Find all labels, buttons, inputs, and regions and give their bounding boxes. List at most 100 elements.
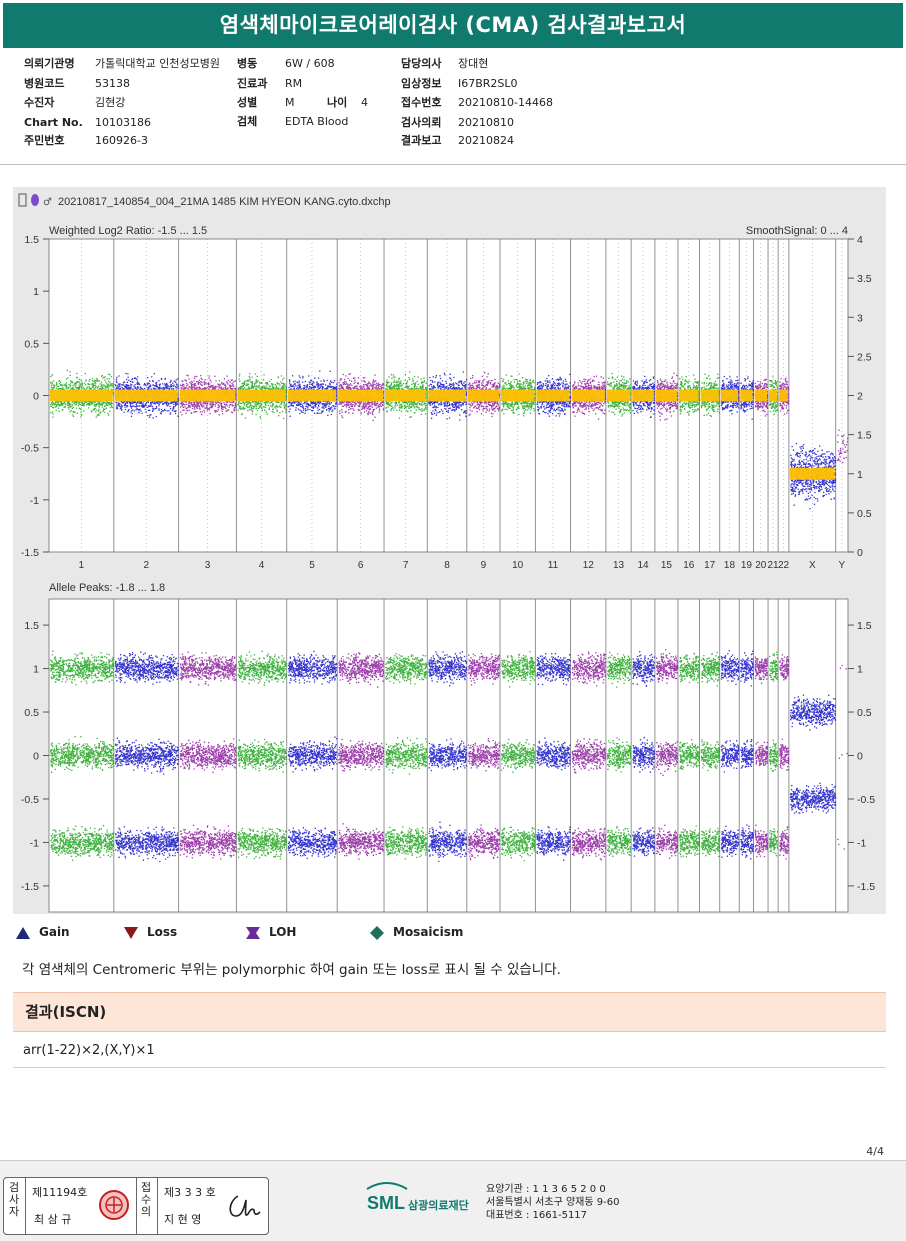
allele-peak-points — [655, 649, 679, 859]
y-tick-label: 1 — [33, 286, 39, 298]
info-key: Chart No. — [24, 116, 83, 129]
signature-icon — [229, 1195, 261, 1217]
smooth-signal-band — [114, 389, 178, 402]
divider — [0, 164, 906, 165]
receiver-label: 접수의 — [140, 1181, 152, 1218]
allele-peak-points — [338, 652, 385, 860]
panel-title: Allele Peaks: -1.8 ... 1.8 — [49, 582, 165, 594]
chromosome-label: 5 — [309, 560, 315, 571]
divider — [157, 1178, 158, 1234]
y-tick-label: -0.5 — [21, 443, 39, 455]
legend-item: LOH — [245, 922, 296, 942]
log2-points — [836, 429, 849, 464]
org-address: 요양기관 : 1 1 3 6 5 2 0 0 서울특별시 서초구 양재동 9-6… — [486, 1183, 619, 1222]
sml-logo: SML — [366, 1182, 408, 1213]
y-tick-label-right: 0 — [857, 547, 863, 559]
allele-peak-points — [467, 652, 501, 861]
info-value: I67BR2SL0 — [458, 77, 518, 90]
smooth-signal-band — [632, 389, 654, 402]
info-value: RM — [285, 77, 303, 90]
chromosome-label: 12 — [583, 560, 595, 571]
chromosome-label: 20 — [755, 560, 767, 571]
y-tick-label-right: 0.5 — [857, 508, 872, 520]
chromosome-label: Y — [839, 560, 846, 571]
y-tick-label: -0.5 — [21, 794, 39, 806]
chromosome-label: 1 — [79, 560, 85, 571]
panel-right-title: SmoothSignal: 0 ... 4 — [746, 225, 848, 237]
info-key: 담당의사 — [401, 57, 442, 70]
reviewer-name: 최 삼 규 — [34, 1213, 72, 1226]
info-key: 나이 — [327, 96, 348, 109]
chromosome-label: X — [809, 560, 816, 571]
chromosome-label: 3 — [205, 560, 211, 571]
info-key: 주민번호 — [24, 134, 65, 147]
smooth-signal-band — [428, 389, 466, 402]
info-row: 의뢰기관명 가톨릭대학교 인천성모병원 — [24, 55, 220, 73]
info-value: EDTA Blood — [285, 115, 349, 128]
info-value: 53138 — [95, 77, 130, 90]
info-key: 성별 — [237, 96, 258, 109]
chromosome-label: 16 — [683, 560, 695, 571]
info-value: 장대현 — [458, 57, 489, 70]
y-tick-label-right: 0 — [857, 751, 863, 763]
allele-peak-points — [754, 656, 769, 858]
info-row: 진료과 RM — [237, 75, 302, 93]
page-number: 4/4 — [866, 1145, 884, 1158]
result-heading: 결과(ISCN) — [25, 1003, 107, 1021]
allele-peak-points — [606, 651, 632, 857]
info-value: 20210810 — [458, 116, 514, 129]
legend-label: Mosaicism — [393, 925, 464, 939]
info-row: 임상정보 I67BR2SL0 — [401, 75, 518, 93]
cma-plot: ♂ 20210817_140854_004_21MA 1485 KIM HYEO… — [18, 193, 875, 913]
allele-peaks-panel: Allele Peaks: -1.8 ... 1.8 1.5 1 0.5 0 -0.5 -… — [21, 582, 875, 913]
y-tick-label-right: 3.5 — [857, 273, 872, 285]
info-row: 담당의사 장대현 — [401, 55, 488, 73]
y-tick-label: -1 — [30, 495, 39, 507]
smooth-signal-band — [606, 389, 631, 402]
chromosome-label: 22 — [778, 560, 790, 571]
y-tick-label-right: -1.5 — [857, 881, 875, 893]
signature-box: 검사자 제11194호 최 삼 규 접수의 제3 3 3 호 지 현 영 — [3, 1177, 269, 1235]
divider — [136, 1178, 137, 1234]
smooth-signal-band — [536, 389, 570, 402]
y-tick-label-right: 0.5 — [857, 707, 872, 719]
allele-peak-points — [287, 650, 338, 860]
address-line: 요양기관 : 1 1 3 6 5 2 0 0 — [486, 1184, 606, 1195]
allele-peak-points — [790, 694, 836, 814]
chromosome-label: 18 — [724, 560, 736, 571]
legend-label: Gain — [39, 925, 70, 939]
allele-peak-points — [571, 651, 607, 861]
smooth-signal-band — [338, 389, 384, 402]
info-row: 주민번호 160926-3 — [24, 132, 148, 150]
reviewer-label: 검사자 — [8, 1181, 20, 1218]
smooth-signal-band — [754, 389, 768, 402]
info-key: 의뢰기관명 — [24, 57, 75, 70]
loss-triangle-icon — [124, 926, 138, 939]
info-value: 6W / 608 — [285, 57, 335, 70]
allele-peak-points — [769, 651, 779, 857]
smooth-signal-band — [467, 389, 500, 402]
chromosome-label: 11 — [548, 560, 559, 571]
allele-peak-points — [50, 650, 115, 861]
footer: 검사자 제11194호 최 삼 규 접수의 제3 3 3 호 지 현 영 SML… — [0, 1160, 906, 1241]
file-icon — [18, 193, 27, 207]
legend: Gain Loss LOH Mosaicism — [15, 922, 895, 942]
chromosome-label: 19 — [741, 560, 753, 571]
y-tick-label-right: 1.5 — [857, 430, 872, 442]
info-row: 결과보고 20210824 — [401, 132, 514, 150]
allele-peak-points — [385, 653, 428, 860]
y-tick-label-right: -0.5 — [857, 794, 875, 806]
chromosome-label: 6 — [358, 560, 364, 571]
info-row: 수진자 김현강 — [24, 94, 125, 112]
y-tick-label: 0.5 — [24, 338, 39, 350]
address-line: 대표번호 : 1661-5117 — [486, 1210, 588, 1221]
y-tick-label-right: 1 — [857, 469, 863, 481]
allele-peak-points — [237, 650, 287, 860]
legend-item: Gain — [15, 922, 70, 942]
smooth-signal-band — [655, 389, 677, 402]
info-key: 검체 — [237, 115, 258, 128]
allele-peak-points — [740, 650, 754, 860]
y-tick-label-right: 2 — [857, 391, 863, 403]
info-value: 20210810-14468 — [458, 96, 553, 109]
panel-title: Weighted Log2 Ratio: -1.5 ... 1.5 — [49, 225, 207, 237]
